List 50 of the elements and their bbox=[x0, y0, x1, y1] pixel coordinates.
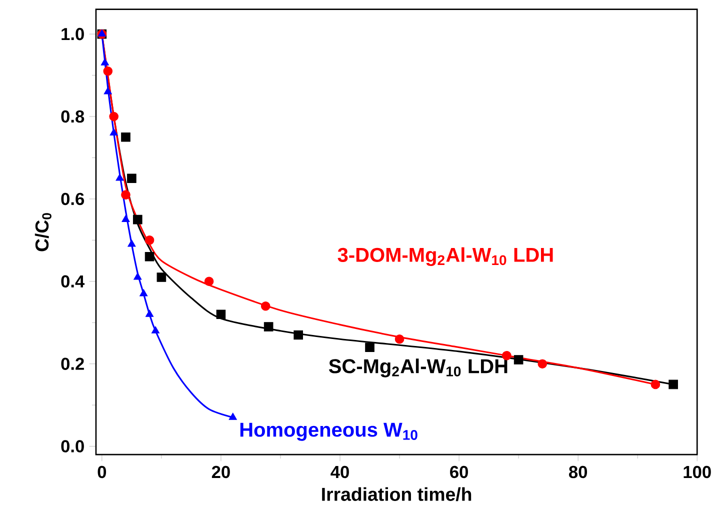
point bbox=[132, 214, 142, 224]
point bbox=[100, 58, 109, 66]
y-tick-label: 0.4 bbox=[61, 275, 85, 288]
point bbox=[650, 380, 660, 390]
x-tick-label: 100 bbox=[684, 466, 711, 478]
point bbox=[98, 29, 106, 36]
point bbox=[228, 412, 237, 420]
x-tick-label: 80 bbox=[568, 466, 588, 478]
point bbox=[156, 272, 166, 282]
x-tick-label: 0 bbox=[98, 466, 106, 478]
point bbox=[104, 87, 112, 94]
point bbox=[122, 214, 130, 222]
point bbox=[294, 330, 303, 340]
series-label: SC-Mg$_{2}$Al-W$_{10}$ LDH bbox=[328, 358, 508, 378]
point bbox=[216, 310, 226, 319]
point bbox=[394, 334, 404, 344]
point bbox=[140, 289, 148, 296]
x-tick-label: 40 bbox=[330, 466, 349, 478]
point bbox=[110, 128, 118, 136]
point bbox=[128, 240, 136, 247]
y-tick-label: 1.0 bbox=[62, 28, 84, 40]
point bbox=[514, 354, 524, 364]
y-axis-title: C/C$_{0}$ bbox=[34, 213, 52, 252]
point bbox=[116, 174, 124, 181]
point bbox=[264, 322, 274, 332]
point bbox=[127, 174, 136, 183]
point bbox=[144, 252, 154, 262]
y-tick-label: 0.8 bbox=[61, 110, 84, 123]
point bbox=[145, 310, 154, 317]
point bbox=[103, 66, 113, 76]
y-tick-label: 0.2 bbox=[61, 358, 84, 370]
point bbox=[365, 342, 374, 352]
point bbox=[260, 301, 270, 311]
point bbox=[668, 380, 678, 390]
point bbox=[144, 235, 154, 245]
point bbox=[121, 190, 130, 200]
point bbox=[204, 276, 214, 286]
point bbox=[109, 112, 118, 122]
point bbox=[121, 132, 130, 142]
point bbox=[134, 272, 142, 280]
x-tick-label: 20 bbox=[212, 466, 230, 478]
point bbox=[538, 359, 548, 368]
y-tick-label: 0.6 bbox=[61, 192, 84, 205]
series-label: Homogeneous W$_{10}$ bbox=[240, 422, 418, 441]
x-axis-title: Irradiation time/h bbox=[322, 487, 472, 502]
x-tick-label: 60 bbox=[450, 466, 468, 478]
y-tick-label: 0.0 bbox=[61, 440, 84, 452]
point bbox=[151, 326, 160, 334]
point bbox=[502, 350, 512, 360]
text: 3-DOM-Mg$_{2}$Al-W$_{10}$ LDH bbox=[338, 247, 553, 266]
